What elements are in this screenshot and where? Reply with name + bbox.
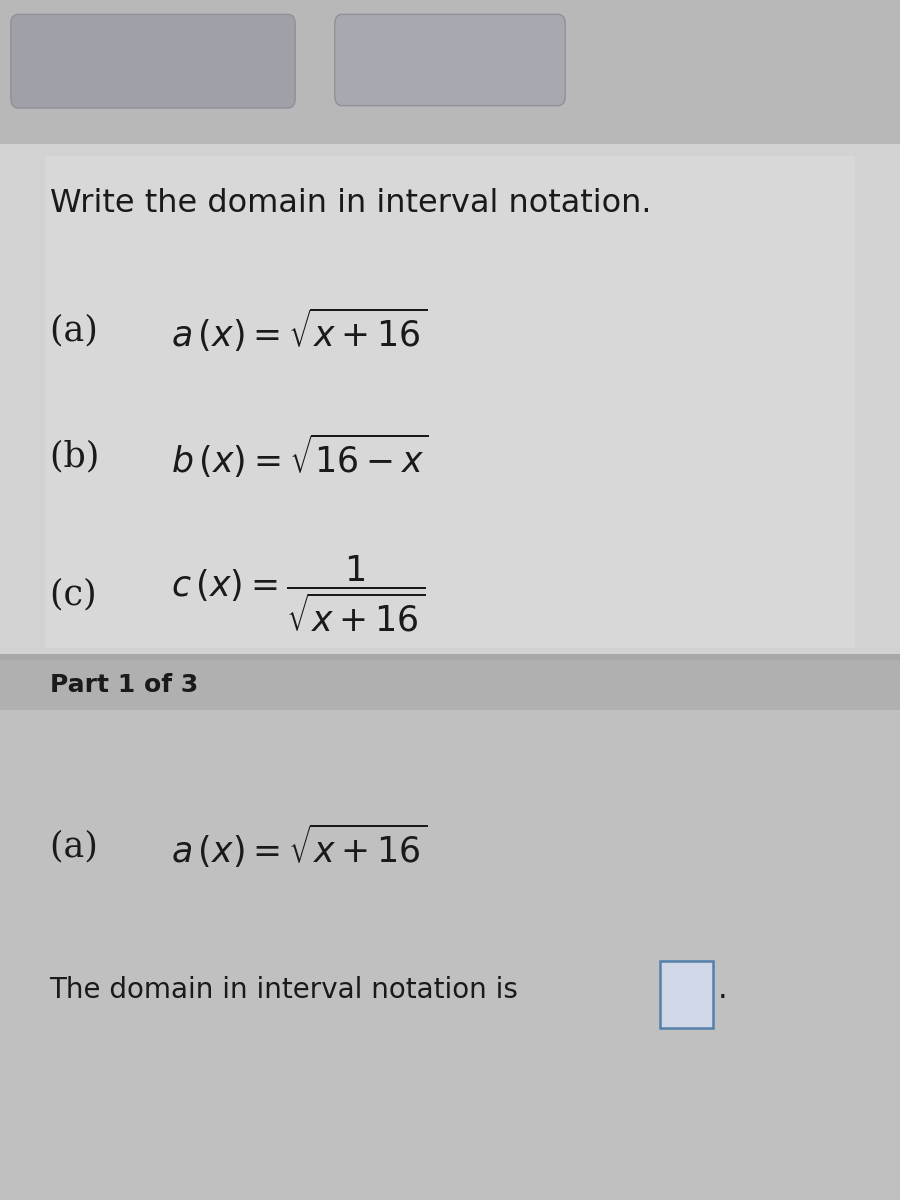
FancyBboxPatch shape [0, 660, 900, 710]
Text: The domain in interval notation is: The domain in interval notation is [50, 976, 518, 1004]
FancyBboxPatch shape [0, 654, 900, 660]
FancyBboxPatch shape [335, 14, 565, 106]
Text: (a): (a) [50, 829, 108, 863]
FancyBboxPatch shape [0, 144, 900, 660]
Text: $a\,(x)=\sqrt{x+16}$: $a\,(x)=\sqrt{x+16}$ [171, 822, 428, 870]
FancyBboxPatch shape [0, 0, 900, 144]
FancyBboxPatch shape [0, 710, 900, 1200]
Text: $a\,(x)=\sqrt{x+16}$: $a\,(x)=\sqrt{x+16}$ [171, 306, 428, 354]
Text: $b\,(x)=\sqrt{16-x}$: $b\,(x)=\sqrt{16-x}$ [171, 432, 428, 480]
Text: Write the domain in interval notation.: Write the domain in interval notation. [50, 188, 651, 220]
Text: $c\,(x)=\dfrac{1}{\sqrt{x+16}}$: $c\,(x)=\dfrac{1}{\sqrt{x+16}}$ [171, 553, 425, 635]
Text: .: . [718, 976, 728, 1004]
Text: Part 1 of 3: Part 1 of 3 [50, 673, 198, 697]
FancyBboxPatch shape [45, 156, 855, 648]
Text: (c): (c) [50, 577, 107, 611]
FancyBboxPatch shape [11, 14, 295, 108]
Text: (b): (b) [50, 439, 110, 473]
FancyBboxPatch shape [660, 961, 713, 1028]
Text: (a): (a) [50, 313, 108, 347]
